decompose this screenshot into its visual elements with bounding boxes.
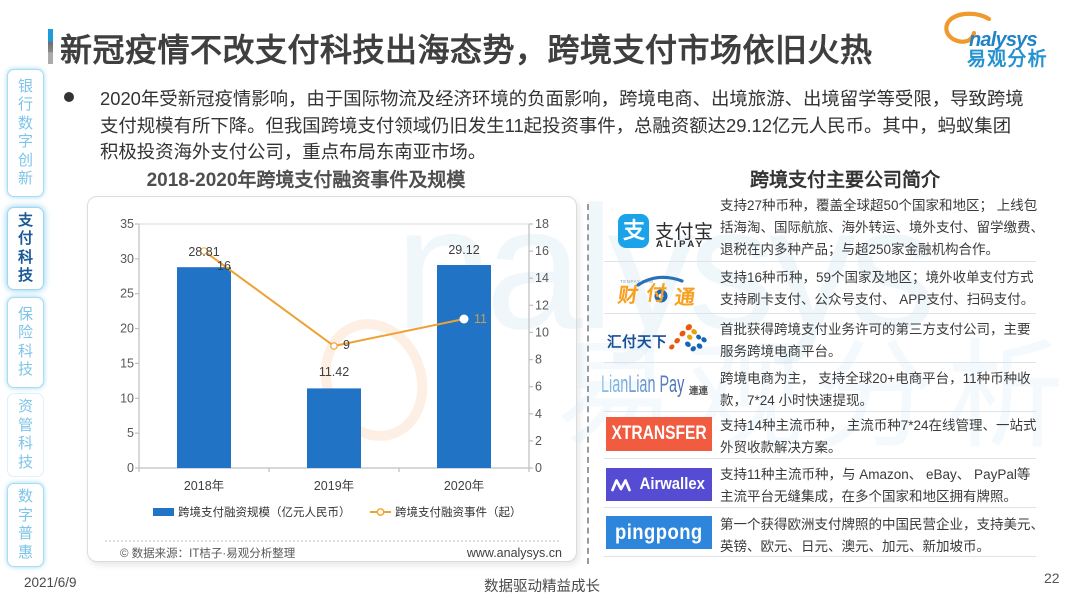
- svg-text:9: 9: [343, 338, 350, 352]
- svg-text:28.81: 28.81: [188, 245, 219, 259]
- svg-text:nalysys: nalysys: [969, 29, 1037, 51]
- svg-text:www.analysys.cn: www.analysys.cn: [466, 546, 562, 560]
- svg-text:11: 11: [474, 312, 487, 326]
- svg-text:18: 18: [535, 217, 549, 231]
- svg-text:12: 12: [535, 298, 549, 312]
- svg-text:16: 16: [217, 259, 231, 273]
- svg-text:2: 2: [535, 434, 542, 448]
- svg-text:20: 20: [120, 322, 134, 336]
- svg-text:29.12: 29.12: [448, 243, 479, 257]
- svg-text:10: 10: [535, 325, 549, 339]
- svg-text:通: 通: [673, 286, 697, 309]
- svg-text:30: 30: [120, 252, 134, 266]
- svg-text:财: 财: [617, 283, 640, 307]
- svg-text:25: 25: [120, 287, 134, 301]
- svg-text:35: 35: [120, 217, 134, 231]
- svg-text:2020年: 2020年: [444, 479, 484, 493]
- svg-text:6: 6: [535, 380, 542, 394]
- svg-text:16: 16: [535, 244, 549, 258]
- svg-text:跨境支付融资规模（亿元人民币）: 跨境支付融资规模（亿元人民币）: [178, 505, 351, 519]
- svg-text:© 数据来源：IT桔子·易观分析整理: © 数据来源：IT桔子·易观分析整理: [120, 546, 296, 560]
- svg-text:2019年: 2019年: [314, 479, 354, 493]
- svg-text:2018年: 2018年: [184, 479, 224, 493]
- svg-text:4: 4: [535, 407, 542, 421]
- svg-text:付: 付: [645, 281, 668, 305]
- svg-text:11.42: 11.42: [319, 365, 349, 379]
- svg-text:0: 0: [127, 461, 134, 475]
- svg-text:15: 15: [120, 356, 134, 370]
- svg-text:跨境支付融资事件（起）: 跨境支付融资事件（起）: [395, 505, 522, 519]
- svg-text:8: 8: [535, 353, 542, 367]
- svg-text:0: 0: [535, 461, 542, 475]
- svg-text:10: 10: [120, 391, 134, 405]
- svg-text:5: 5: [127, 426, 134, 440]
- svg-text:易观分析: 易观分析: [967, 47, 1048, 68]
- svg-text:14: 14: [535, 271, 549, 285]
